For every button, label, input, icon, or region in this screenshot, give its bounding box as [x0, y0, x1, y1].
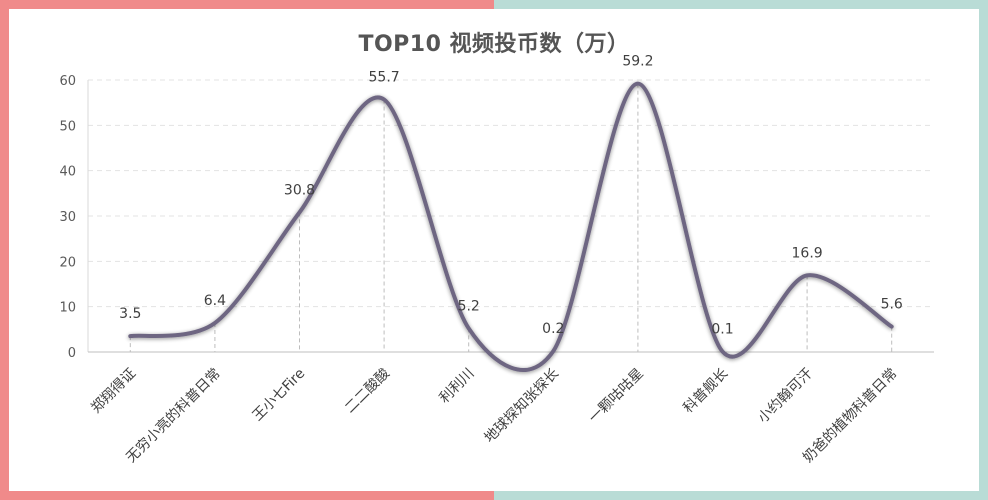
y-tick-label: 0 — [68, 346, 76, 361]
data-label: 0.1 — [711, 322, 733, 338]
y-axis: 0 10 20 30 40 50 60 — [59, 74, 89, 361]
data-label: 16.9 — [792, 245, 823, 261]
x-category-label: 王小七Fire — [250, 366, 309, 425]
series-line — [128, 81, 894, 372]
y-tick-label: 10 — [59, 301, 76, 316]
frame-border-right — [494, 0, 988, 500]
x-category-label: 地球探知张探长 — [481, 365, 562, 446]
data-label: 0.2 — [542, 321, 564, 337]
data-label: 3.5 — [119, 306, 141, 322]
x-category-label: 科普舰长 — [680, 366, 731, 417]
x-category-label: 郑翔得证 — [88, 365, 140, 417]
data-label: 6.4 — [204, 293, 226, 309]
y-tick-label: 60 — [59, 74, 76, 89]
x-category-label: 小约翰可汗 — [755, 366, 816, 427]
data-label: 5.6 — [881, 297, 903, 313]
x-category-label: 奶爸的植物科普日常 — [800, 366, 900, 466]
y-tick-label: 20 — [59, 255, 76, 270]
chart-title: TOP10 视频投币数（万） — [358, 32, 630, 57]
x-category-label: 利利川 — [437, 366, 478, 407]
data-label: 55.7 — [369, 69, 400, 85]
y-tick-label: 50 — [59, 119, 76, 134]
grid-lines — [88, 79, 934, 308]
y-tick-label: 40 — [59, 165, 76, 180]
drop-lines — [129, 83, 893, 352]
x-category-label: 二二酸酸 — [342, 366, 393, 417]
data-label: 5.2 — [458, 298, 480, 314]
frame-border-left — [0, 0, 494, 500]
x-category-label: 一颗咕咕星 — [586, 366, 647, 427]
data-label: 59.2 — [622, 54, 653, 70]
data-labels: 3.5 6.4 30.8 55.7 5.2 0.2 59.2 0.1 16.9 5.6 — [119, 54, 903, 338]
y-tick-label: 30 — [59, 210, 76, 225]
data-label: 30.8 — [284, 182, 315, 198]
x-category-label: 无穷小亮的科普日常 — [123, 365, 224, 466]
